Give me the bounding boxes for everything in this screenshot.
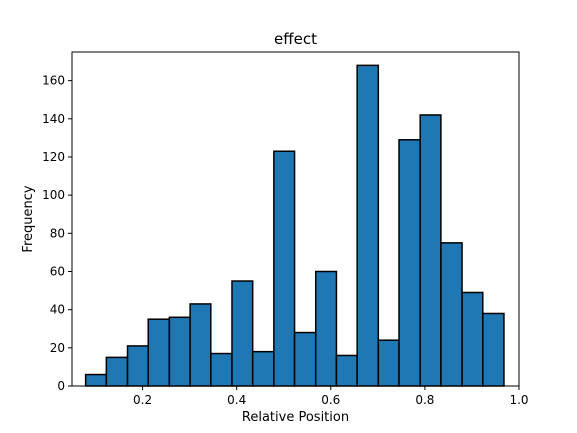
histogram-bar	[356, 64, 380, 387]
histogram-bar	[398, 139, 421, 387]
histogram-bar	[147, 318, 171, 387]
x-tick-label: 0.4	[227, 393, 246, 407]
y-tick-label: 40	[50, 303, 65, 317]
histogram-bar	[293, 331, 317, 387]
histogram-bar	[482, 312, 505, 387]
histogram-bar	[105, 356, 129, 387]
histogram-bar	[419, 114, 442, 387]
histogram-bar	[440, 242, 463, 387]
histogram-bar	[189, 303, 212, 387]
histogram-bar	[168, 316, 191, 387]
histogram-bar	[273, 150, 296, 387]
histogram-bar	[84, 373, 108, 387]
y-tick-label: 0	[57, 379, 65, 393]
histogram-bar	[126, 345, 149, 387]
histogram-bar	[377, 339, 400, 387]
histogram-bar	[231, 280, 254, 387]
bars-group	[84, 64, 505, 387]
x-axis-ticks: 0.2 0.4 0.6 0.8 1.0	[133, 386, 529, 407]
y-tick-label: 140	[42, 112, 65, 126]
x-axis-label: Relative Position	[242, 410, 349, 425]
y-axis-ticks: 0 20 40 60 80 100 120 140 160	[42, 74, 72, 393]
plot-frame	[71, 51, 520, 387]
y-axis-label: Frequency	[21, 185, 36, 252]
y-tick-label: 60	[50, 264, 65, 278]
chart-title: effect	[274, 30, 317, 48]
y-tick-label: 120	[42, 150, 65, 164]
x-tick-label: 1.0	[509, 393, 528, 407]
histogram-bar	[251, 350, 275, 387]
y-tick-label: 160	[42, 74, 65, 88]
histogram-bar	[335, 354, 358, 387]
histogram-bar	[210, 352, 233, 387]
x-tick-label: 0.2	[133, 393, 152, 407]
histogram-bar	[461, 291, 484, 387]
y-tick-label: 80	[50, 226, 65, 240]
x-tick-label: 0.8	[415, 393, 434, 407]
y-tick-label: 20	[50, 341, 65, 355]
y-tick-label: 100	[42, 188, 65, 202]
histogram-bar	[314, 270, 338, 387]
x-tick-label: 0.6	[321, 393, 340, 407]
